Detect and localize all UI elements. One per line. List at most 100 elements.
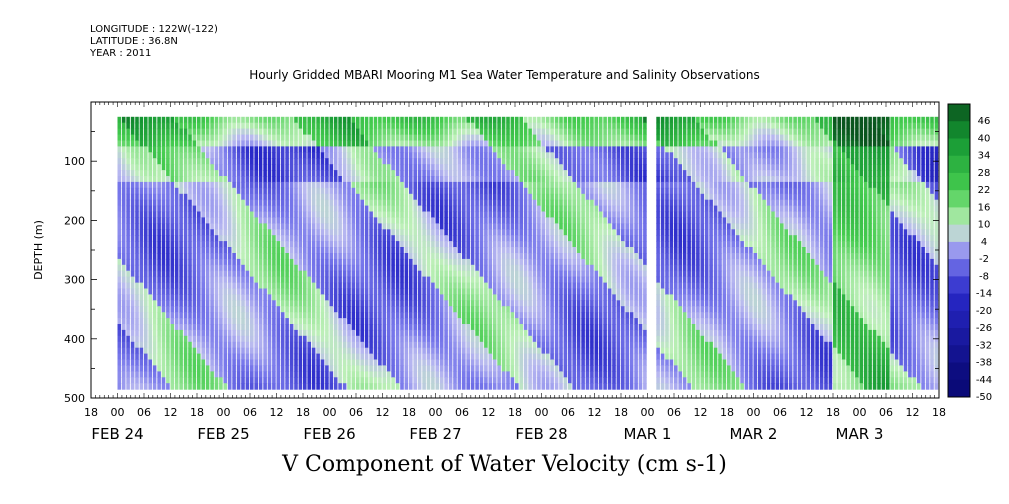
heatmap-cell <box>294 223 298 230</box>
heatmap-cell <box>342 223 347 230</box>
heatmap-cell <box>382 341 387 349</box>
heatmap-cell <box>307 383 311 390</box>
heatmap-cell <box>537 152 541 159</box>
heatmap-cell <box>462 229 466 236</box>
heatmap-cell <box>426 282 431 290</box>
heatmap-cell <box>320 140 325 147</box>
heatmap-cell <box>342 247 347 254</box>
heatmap-cell <box>581 377 585 384</box>
heatmap-cell <box>117 359 122 366</box>
heatmap-cell <box>192 211 197 218</box>
heatmap-cell <box>360 211 364 218</box>
heatmap-cell <box>413 347 417 355</box>
heatmap-cell <box>197 122 201 130</box>
heatmap-cell <box>550 199 554 207</box>
heatmap-cell <box>188 329 192 337</box>
heatmap-cell <box>479 229 484 236</box>
heatmap-cell <box>263 134 267 142</box>
heatmap-cell <box>170 365 175 372</box>
heatmap-cell <box>510 341 515 349</box>
heatmap-cell <box>188 187 192 195</box>
heatmap-cell <box>457 270 462 278</box>
heatmap-cell <box>232 116 236 124</box>
heatmap-cell <box>219 176 223 183</box>
heatmap-cell <box>245 318 250 325</box>
heatmap-cell <box>157 164 161 171</box>
heatmap-cell <box>585 300 590 307</box>
heatmap-cell <box>303 353 307 361</box>
heatmap-cell <box>501 282 506 290</box>
heatmap-cell <box>576 158 581 165</box>
heatmap-cell <box>391 341 395 349</box>
heatmap-cell <box>453 116 457 124</box>
heatmap-cell <box>590 377 594 384</box>
heatmap-cell <box>400 371 404 378</box>
heatmap-cell <box>276 318 281 325</box>
heatmap-cell <box>475 152 479 159</box>
heatmap-cell <box>316 341 320 349</box>
heatmap-cell <box>373 353 378 361</box>
heatmap-cell <box>347 211 351 218</box>
heatmap-cell <box>448 324 453 331</box>
heatmap-cell <box>351 217 356 224</box>
heatmap-cell <box>245 134 250 142</box>
heatmap-cell <box>241 253 245 260</box>
heatmap-cell <box>121 270 126 278</box>
heatmap-cell <box>576 116 581 124</box>
heatmap-cell <box>223 229 228 236</box>
heatmap-cell <box>444 122 448 130</box>
heatmap-cell <box>585 122 590 130</box>
heatmap-cell <box>276 383 281 390</box>
heatmap-cell <box>537 383 541 390</box>
heatmap-cell <box>378 152 382 159</box>
heatmap-cell <box>342 158 347 165</box>
heatmap-cell <box>519 258 523 266</box>
heatmap-cell <box>267 229 272 236</box>
heatmap-cell <box>179 146 183 153</box>
heatmap-cell <box>351 300 356 307</box>
heatmap-cell <box>528 276 532 284</box>
heatmap-cell <box>356 241 360 248</box>
heatmap-cell <box>333 341 338 349</box>
heatmap-cell <box>152 223 157 230</box>
heatmap-cell <box>188 318 192 325</box>
heatmap-cell <box>492 116 497 124</box>
heatmap-cell <box>492 193 497 201</box>
heatmap-cell <box>157 294 161 301</box>
heatmap-cell <box>197 205 201 213</box>
heatmap-cell <box>280 347 285 355</box>
heatmap-cell <box>479 324 484 331</box>
heatmap-cell <box>303 170 307 177</box>
heatmap-cell <box>422 312 426 319</box>
heatmap-cell <box>347 235 351 242</box>
heatmap-cell <box>462 347 466 355</box>
heatmap-cell <box>161 181 166 189</box>
heatmap-cell <box>126 164 130 171</box>
heatmap-cell <box>391 164 395 171</box>
heatmap-cell <box>179 365 183 372</box>
heatmap-cell <box>510 211 515 218</box>
heatmap-cell <box>183 181 188 189</box>
heatmap-cell <box>236 247 241 254</box>
heatmap-cell <box>245 199 250 207</box>
heatmap-cell <box>258 181 263 189</box>
heatmap-cell <box>515 377 519 384</box>
heatmap-cell <box>506 235 510 242</box>
heatmap-cell <box>360 122 364 130</box>
heatmap-cell <box>307 365 311 372</box>
heatmap-cell <box>263 347 267 355</box>
heatmap-cell <box>351 187 356 195</box>
heatmap-cell <box>276 294 281 301</box>
heatmap-cell <box>356 140 360 147</box>
heatmap-cell <box>294 276 298 284</box>
heatmap-cell <box>303 270 307 278</box>
heatmap-cell <box>289 318 294 325</box>
heatmap-cell <box>453 128 457 136</box>
heatmap-cell <box>532 335 537 343</box>
heatmap-cell <box>400 152 404 159</box>
heatmap-cell <box>453 205 457 213</box>
heatmap-cell <box>263 164 267 171</box>
heatmap-cell <box>404 199 409 207</box>
heatmap-cell <box>250 347 254 355</box>
heatmap-cell <box>400 229 404 236</box>
